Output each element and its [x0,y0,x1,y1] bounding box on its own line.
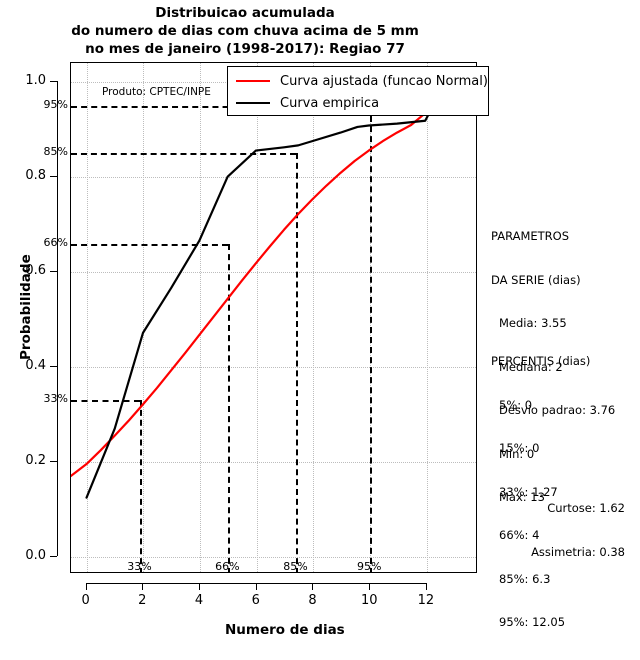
stat-media: Media: 3.55 [499,316,567,330]
parametros-header-line2: DA SERIE (dias) [491,272,581,287]
shape-stats-block: Curtose: 1.62 Assimetria: 0.38 [495,472,625,574]
y-tick-label: 0.6 [25,263,46,279]
percentile-guide-horizontal-66 [71,243,229,246]
y-tick [50,81,57,82]
curve-empirical [85,81,455,499]
chart-title-line-1: Distribuicao acumulada [155,5,335,21]
gridline-horizontal [71,367,476,369]
plot-inner [71,63,476,572]
chart-title: Distribuicao acumulada do numero de dias… [0,4,490,58]
x-tick [199,583,201,590]
gridline-vertical [86,63,88,572]
percentile-guide-vertical-66 [228,243,231,572]
x-tick-label: 2 [138,593,147,608]
percentile-x-label-66: 66% [215,560,240,573]
y-tick [50,461,57,463]
gridline-vertical [256,63,258,572]
percentile-guide-horizontal-33 [71,400,141,403]
gridline-vertical [313,63,315,572]
legend-swatch-empirical [236,102,270,104]
gridline-horizontal [71,177,476,179]
stat-min: Min: 0 [499,446,535,461]
chart-title-line-3: no mes de janeiro (1998-2017): Regiao 77 [85,41,405,57]
legend-item-empirical: Curva empirica [236,92,379,114]
stat-assimetria: Assimetria: 0.38 [531,544,625,559]
gridline-vertical [143,63,145,572]
x-tick-label: 8 [308,593,317,608]
curve-fitted [71,81,455,477]
gridline-horizontal [71,272,476,274]
percentile-guide-horizontal-85 [71,153,297,156]
percentile-y-label-66: 66% [43,235,68,249]
y-tick [50,366,57,368]
percentile-y-label-95: 95% [43,97,68,111]
y-tick [50,271,57,273]
x-tick [312,583,314,590]
percentile-y-label-85: 85% [43,145,68,159]
x-tick-label: 0 [81,593,90,608]
percentile-guide-horizontal-95 [71,105,371,108]
stat-desvio-padrao: Desvio padrao: 3.76 [499,403,616,417]
parametros-header-line1: PARAMETROS [491,229,570,243]
y-tick-label: 0.4 [25,358,46,374]
percentis-block: PERCENTIS (dias) 5%: 0 15%: 0 33%: 1.27 … [491,325,590,644]
y-tick-label: 0.2 [25,453,46,469]
x-tick [142,583,144,590]
x-tick-label: 12 [417,593,435,608]
legend-swatch-fitted [236,80,270,82]
produto-label: Produto: CPTEC/INPE [102,86,211,98]
percentile-guide-vertical-33 [140,400,143,572]
x-tick-label: 10 [360,593,378,608]
percentil-66: 66%: 4 [499,528,540,542]
y-axis-title: Probabilidade [18,254,34,360]
percentile-x-label-33: 33% [127,560,152,573]
x-tick-label: 4 [194,593,204,608]
x-tick [369,583,371,590]
x-tick [425,583,427,590]
x-axis-title: Numero de dias [225,622,345,638]
percentile-x-label-95: 95% [356,560,382,573]
gridline-horizontal [71,557,476,559]
percentile-y-label-33: 33% [43,392,68,406]
parametros-block: PARAMETROS DA SERIE (dias) Media: 3.55 M… [491,200,615,519]
y-axis-line [57,81,58,557]
percentil-15: 15%: 0 [499,441,540,455]
gridline-horizontal [71,462,476,464]
gridline-vertical [426,63,428,572]
x-tick [255,583,257,590]
percentil-5: 5%: 0 [499,397,533,412]
y-tick-label: 1.0 [25,73,46,88]
stat-curtose: Curtose: 1.62 [547,501,625,515]
percentil-95: 95%: 12.05 [499,615,566,629]
stat-mediana: Mediana: 2 [499,359,563,374]
x-tick-label: 6 [251,593,260,608]
gridline-vertical [200,63,202,572]
y-tick [50,556,57,558]
percentile-x-label-85: 85% [283,560,308,573]
percentil-85: 85%: 6.3 [499,571,551,586]
curve-layer [71,81,455,499]
y-tick-label: 0.0 [25,548,46,564]
percentile-guide-vertical-95 [370,105,373,572]
stat-max: Max: 13 [499,490,545,504]
legend-label-fitted: Curva ajustada (funcao Normal) [280,73,488,89]
percentis-header: PERCENTIS (dias) [491,354,591,368]
percentile-guide-vertical-85 [296,153,299,572]
plot-area [70,62,477,573]
x-tick [85,583,87,590]
legend-label-empirical: Curva empirica [280,95,380,111]
legend-item-fitted: Curva ajustada (funcao Normal) [236,70,488,92]
y-tick-label: 0.8 [25,168,46,184]
y-tick [50,176,57,178]
legend: Curva ajustada (funcao Normal) Curva emp… [227,66,489,116]
chart-title-line-2: do numero de dias com chuva acima de 5 m… [71,23,419,39]
percentil-33: 33%: 1.27 [499,484,558,499]
